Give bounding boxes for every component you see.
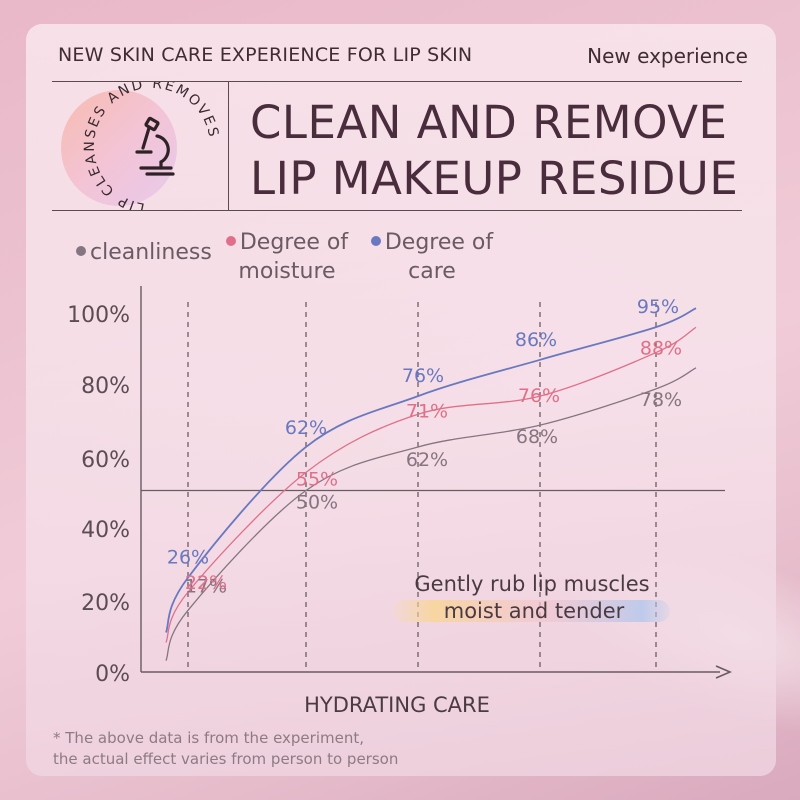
x-axis-arrow-icon: [715, 665, 733, 679]
data-label: 95%: [637, 296, 679, 318]
data-label: 68%: [516, 426, 558, 448]
data-label: 22%: [185, 572, 227, 594]
data-label: 76%: [402, 365, 444, 387]
legend-label-cleanliness: cleanliness: [90, 240, 212, 265]
badge-divider: [228, 81, 229, 211]
series-line-1: [165, 326, 697, 643]
data-label: 17%: [185, 575, 227, 597]
series-line-2: [165, 307, 697, 633]
footnote-line-2: the actual effect varies from person to …: [53, 750, 399, 768]
y-tick-label: 80%: [81, 374, 130, 399]
legend-label-care-2: care: [408, 259, 456, 284]
y-tick-label: 20%: [81, 591, 130, 616]
legend-label-moisture-1: Degree of: [239, 230, 349, 255]
header-right-label: New experience: [587, 44, 748, 68]
legend-dot-cleanliness: [76, 246, 86, 256]
headline-line-1: CLEAN AND REMOVE: [250, 96, 728, 149]
data-label: 62%: [406, 449, 448, 471]
headline-divider: [52, 210, 742, 211]
legend-label-care-1: Degree of: [384, 230, 494, 255]
data-label: 78%: [640, 389, 682, 411]
y-tick-label: 0%: [95, 662, 130, 687]
legend-care: Degree of care: [362, 228, 502, 286]
legend-cleanliness: cleanliness: [76, 238, 212, 267]
data-label: 26%: [167, 547, 209, 569]
legend-dot-moisture: [225, 236, 236, 246]
microscope-icon: [135, 116, 175, 176]
data-label: 55%: [296, 468, 338, 490]
data-label: 62%: [285, 417, 327, 439]
header-title: NEW SKIN CARE EXPERIENCE FOR LIP SKIN: [58, 44, 473, 66]
data-label: 50%: [296, 492, 338, 514]
legend-label-moisture-2: moisture: [238, 259, 336, 284]
y-tick-label: 40%: [81, 518, 130, 543]
y-tick-label: 100%: [67, 303, 130, 328]
annotation-highlight: [392, 600, 670, 622]
y-tick-label: 60%: [81, 448, 130, 473]
footnote: * The above data is from the experiment,…: [53, 728, 398, 770]
data-label: 71%: [406, 400, 448, 422]
lip-cleanses-badge: LIP CLEANSES AND REMOVES: [61, 82, 219, 210]
annotation-line-1: Gently rub lip muscles: [414, 572, 649, 596]
data-label: 86%: [515, 329, 557, 351]
annotation-line-2: moist and tender: [444, 599, 625, 623]
data-label: 88%: [640, 338, 682, 360]
header-divider: [52, 81, 742, 82]
footnote-line-1: * The above data is from the experiment,: [53, 729, 364, 747]
data-label: 76%: [518, 385, 560, 407]
legend-dot-care: [370, 236, 381, 246]
x-axis-label: HYDRATING CARE: [304, 693, 490, 717]
legend-moisture: Degree of moisture: [222, 228, 352, 286]
headline-line-2: LIP MAKEUP RESIDUE: [250, 152, 739, 205]
series-line-0: [165, 367, 697, 661]
